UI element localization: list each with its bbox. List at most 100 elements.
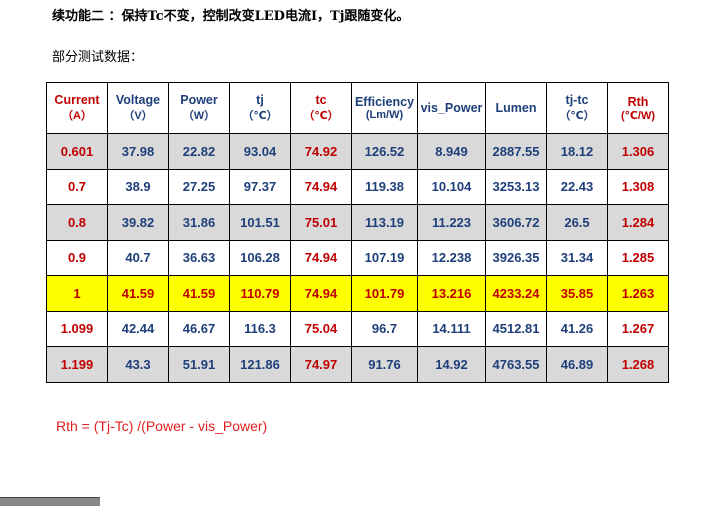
- data-cell: 1.199: [46, 346, 108, 383]
- data-cell: 1.308: [607, 168, 669, 205]
- data-cell: 43.3: [107, 346, 169, 383]
- data-cell: 41.26: [546, 310, 608, 347]
- data-cell: 101.79: [351, 275, 418, 312]
- data-cell: 31.86: [168, 204, 230, 241]
- data-row: 0.9 40.7 36.63 106.28 74.94 107.19 12.238 3926.…: [46, 239, 669, 276]
- header-cell: Rth (℃/W): [607, 82, 669, 134]
- data-cell: 35.85: [546, 275, 608, 312]
- data-cell: 39.82: [107, 204, 169, 241]
- data-cell: 10.104: [417, 168, 486, 205]
- data-cell: 0.601: [46, 133, 108, 170]
- data-row: 1 41.59 41.59 110.79 74.94 101.79 13.216 4233.2…: [46, 275, 669, 312]
- data-cell: 18.12: [546, 133, 608, 170]
- column-name: Current: [54, 93, 100, 107]
- data-cell: 3926.35: [485, 239, 547, 276]
- data-cell: 51.91: [168, 346, 230, 383]
- data-cell: 3606.72: [485, 204, 547, 241]
- header-cell: vis_Power: [417, 82, 486, 134]
- data-cell: 1.284: [607, 204, 669, 241]
- data-cell: 27.25: [168, 168, 230, 205]
- data-cell: 74.92: [290, 133, 352, 170]
- data-cell: 96.7: [351, 310, 418, 347]
- data-cell: 116.3: [229, 310, 291, 347]
- data-cell: 74.94: [290, 168, 352, 205]
- data-cell: 107.19: [351, 239, 418, 276]
- data-row: 1.099 42.44 46.67 116.3 75.04 96.7 14.111 4512.…: [46, 310, 669, 347]
- data-cell: 37.98: [107, 133, 169, 170]
- data-cell: 3253.13: [485, 168, 547, 205]
- data-cell: 74.97: [290, 346, 352, 383]
- data-cell: 1.267: [607, 310, 669, 347]
- formula: Rth = (Tj-Tc) /(Power - vis_Power): [56, 418, 268, 434]
- column-name: Rth: [627, 94, 649, 109]
- data-cell: 14.92: [417, 346, 486, 383]
- data-cell: 119.38: [351, 168, 418, 205]
- data-cell: 4763.55: [485, 346, 547, 383]
- data-cell: 1.306: [607, 133, 669, 170]
- column-unit: （℃）: [242, 110, 278, 122]
- column-unit: (Lm/W): [365, 109, 404, 121]
- data-cell: 1.268: [607, 346, 669, 383]
- data-cell: 11.223: [417, 204, 486, 241]
- data-cell: 110.79: [229, 275, 291, 312]
- header-cell: Voltage （V）: [107, 82, 169, 134]
- data-cell: 75.04: [290, 310, 352, 347]
- header-row: Current （A） Voltage （V） Power （W） tj （℃） tc （℃） Ef…: [46, 82, 669, 134]
- data-cell: 93.04: [229, 133, 291, 170]
- data-cell: 91.76: [351, 346, 418, 383]
- data-cell: 42.44: [107, 310, 169, 347]
- data-cell: 22.82: [168, 133, 230, 170]
- data-cell: 31.34: [546, 239, 608, 276]
- data-cell: 1: [46, 275, 108, 312]
- data-cell: 121.86: [229, 346, 291, 383]
- data-cell: 41.59: [168, 275, 230, 312]
- data-cell: 13.216: [417, 275, 486, 312]
- header-cell: Current （A）: [46, 82, 108, 134]
- column-unit: （℃）: [559, 110, 595, 122]
- data-cell: 0.9: [46, 239, 108, 276]
- column-name: tj-tc: [565, 93, 589, 107]
- header-cell: Lumen: [485, 82, 547, 134]
- column-name: Lumen: [495, 101, 537, 115]
- data-row: 0.8 39.82 31.86 101.51 75.01 113.19 11.223 3606…: [46, 204, 669, 241]
- column-name: tj: [256, 93, 264, 107]
- data-cell: 0.8: [46, 204, 108, 241]
- column-name: Voltage: [115, 93, 161, 107]
- column-unit: （℃）: [303, 110, 339, 122]
- data-cell: 12.238: [417, 239, 486, 276]
- data-cell: 4233.24: [485, 275, 547, 312]
- title: 续功能二 ：保持Tc不变，控制改变LED电流I，Tj跟随变化。: [52, 9, 410, 24]
- data-cell: 38.9: [107, 168, 169, 205]
- header-cell: tj-tc （℃）: [546, 82, 608, 134]
- data-cell: 74.94: [290, 239, 352, 276]
- data-cell: 2887.55: [485, 133, 547, 170]
- header-cell: Efficiency (Lm/W): [351, 82, 418, 134]
- data-cell: 75.01: [290, 204, 352, 241]
- data-row: 1.199 43.3 51.91 121.86 74.97 91.76 14.92 4763.…: [46, 346, 669, 383]
- subtitle: 部分测试数据：: [52, 50, 144, 65]
- column-unit: (℃/W): [620, 109, 656, 122]
- data-cell: 1.285: [607, 239, 669, 276]
- data-cell: 46.67: [168, 310, 230, 347]
- data-cell: 40.7: [107, 239, 169, 276]
- data-row: 0.7 38.9 27.25 97.37 74.94 119.38 10.104 3253.1…: [46, 168, 669, 205]
- data-cell: 46.89: [546, 346, 608, 383]
- header-cell: tj （℃）: [229, 82, 291, 134]
- data-cell: 8.949: [417, 133, 486, 170]
- column-unit: （A）: [62, 110, 92, 122]
- column-name: vis_Power: [420, 101, 483, 115]
- data-cell: 1.099: [46, 310, 108, 347]
- data-cell: 36.63: [168, 239, 230, 276]
- data-cell: 4512.81: [485, 310, 547, 347]
- column-unit: （V）: [123, 110, 153, 122]
- data-table: Current （A） Voltage （V） Power （W） tj （℃） tc （℃） Ef…: [46, 82, 669, 383]
- column-name: Power: [180, 93, 218, 107]
- data-cell: 1.263: [607, 275, 669, 312]
- column-name: Efficiency: [354, 95, 415, 109]
- data-cell: 22.43: [546, 168, 608, 205]
- data-cell: 0.7: [46, 168, 108, 205]
- data-row: 0.601 37.98 22.82 93.04 74.92 126.52 8.949 2887…: [46, 133, 669, 170]
- data-cell: 106.28: [229, 239, 291, 276]
- data-cell: 14.111: [417, 310, 486, 347]
- column-name: tc: [315, 93, 327, 107]
